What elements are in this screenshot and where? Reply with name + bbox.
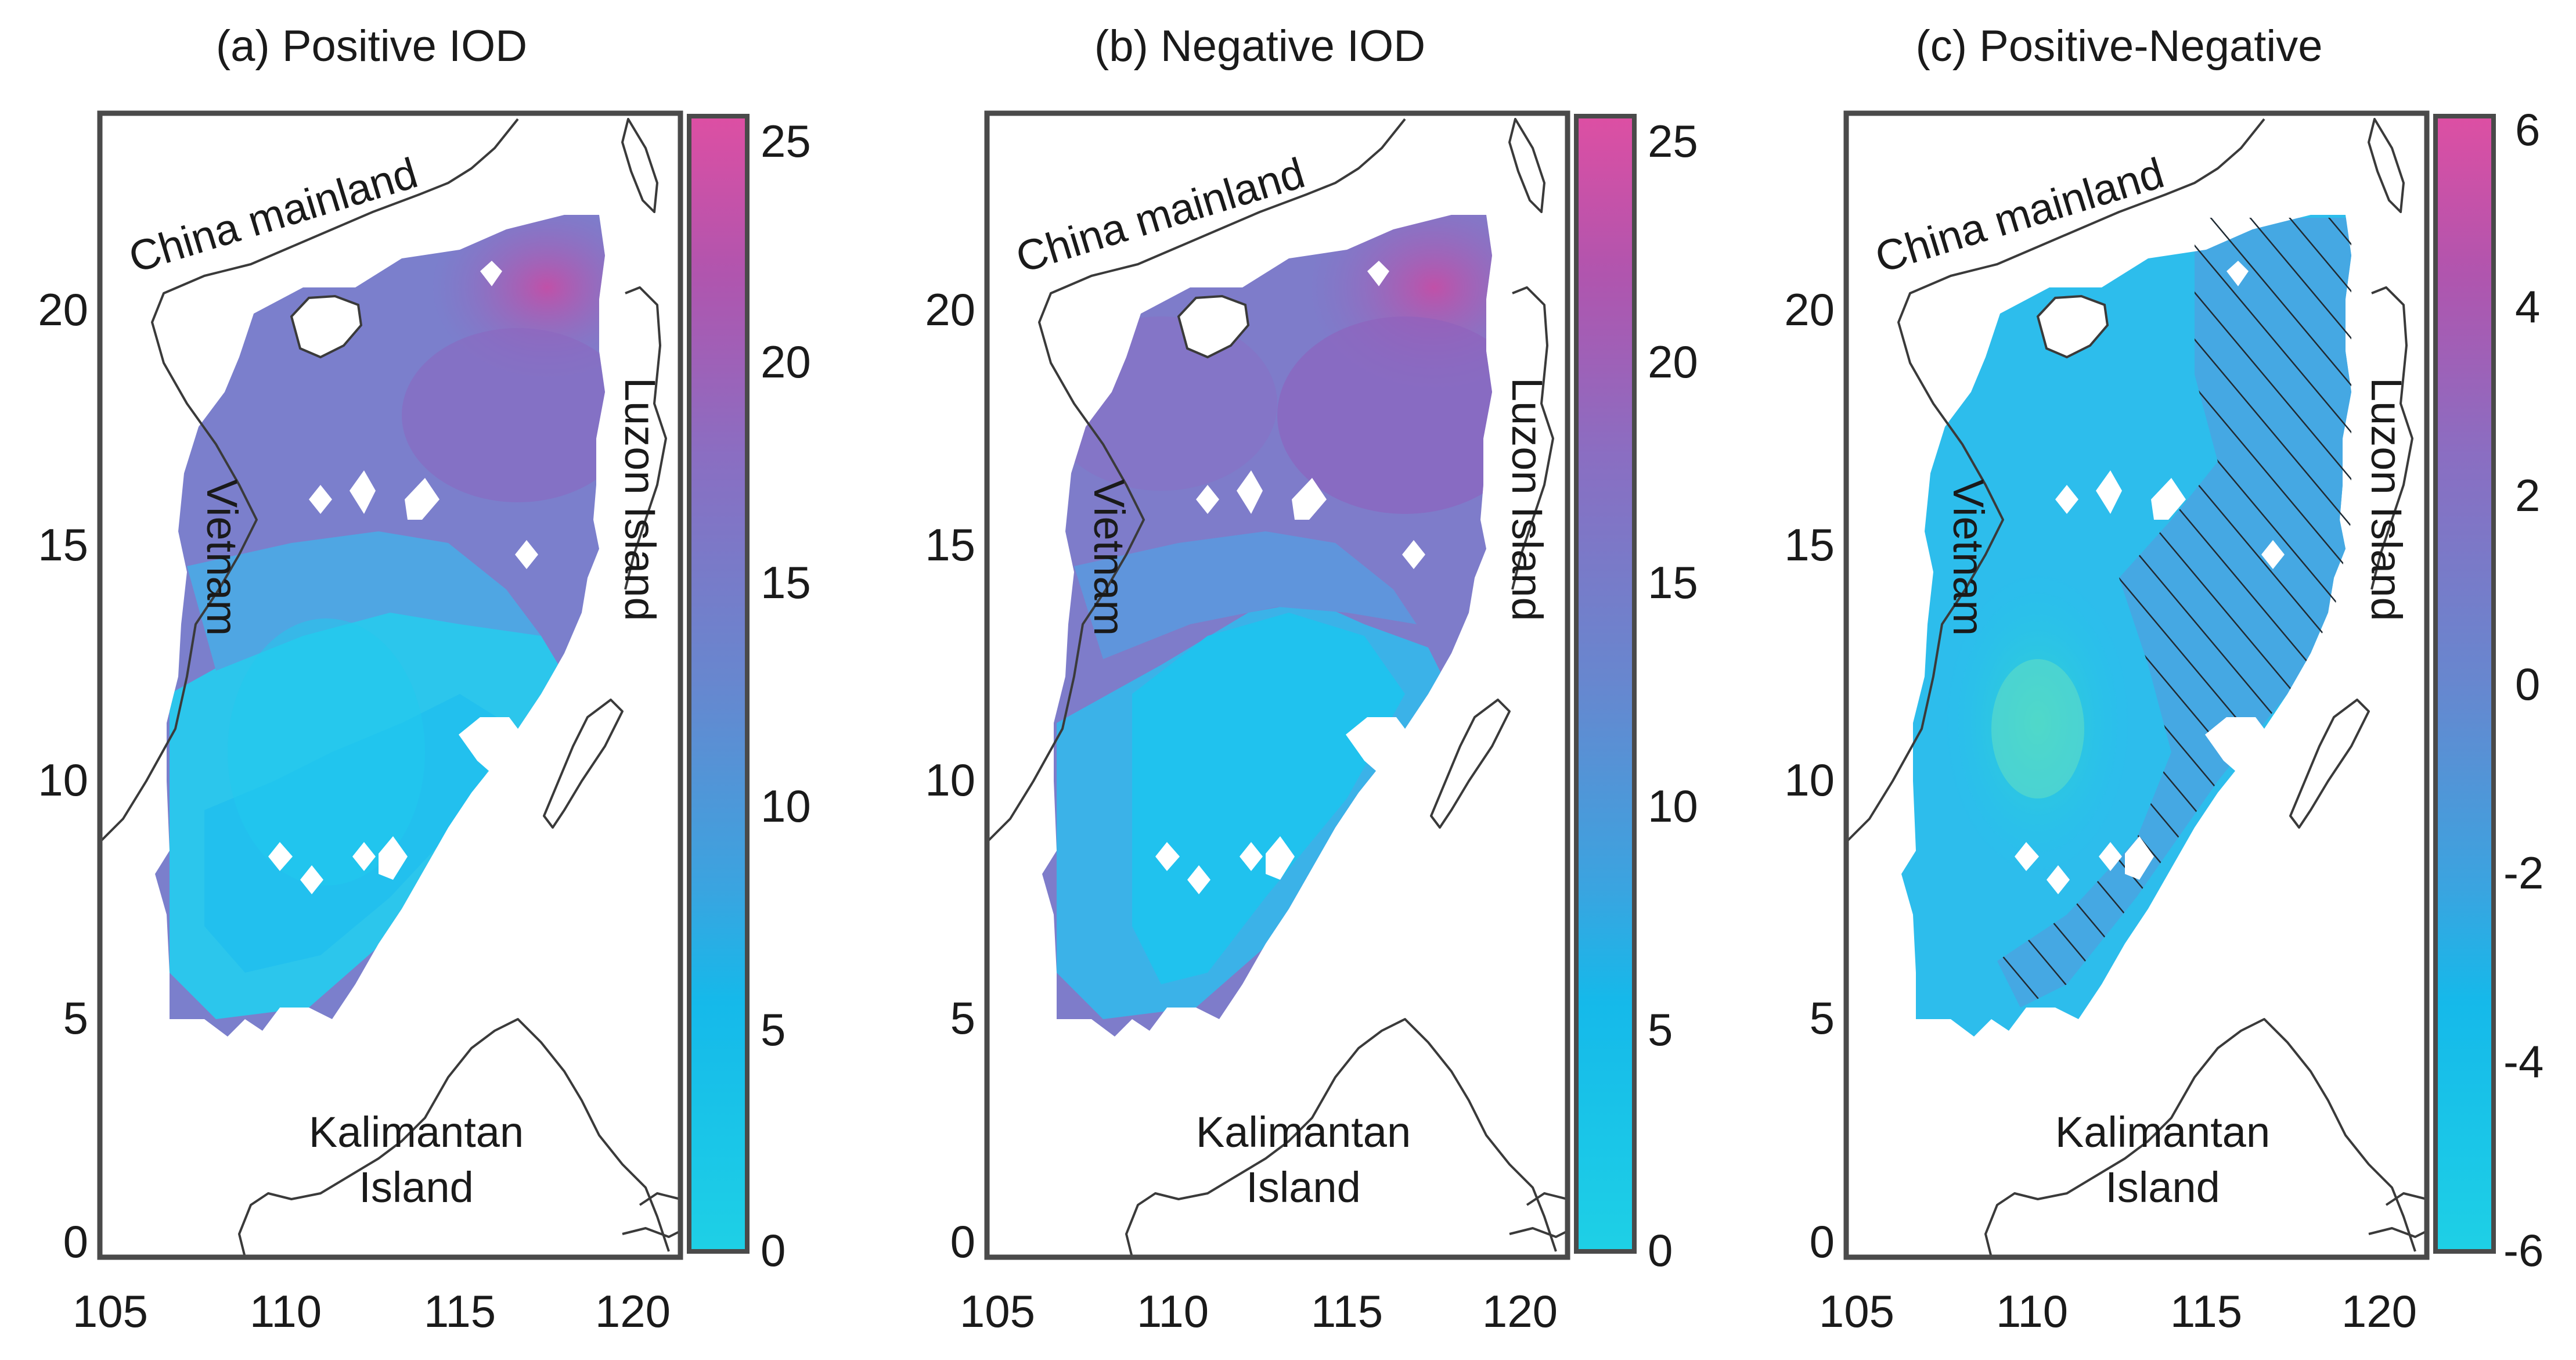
map-frame	[1843, 110, 2430, 1260]
colorbar-tick: 10	[761, 780, 811, 832]
y-tick: 15	[1784, 519, 1835, 570]
label-vietnam: Vietnam	[198, 479, 246, 636]
label-luzon-island: Luzon Island	[616, 377, 664, 621]
x-tick: 110	[250, 1286, 322, 1337]
colorbar: 0 5 10 15 20 25	[687, 114, 811, 1276]
label-kalimantan: Kalimantan	[2055, 1108, 2270, 1156]
label-luzon-island: Luzon Island	[2362, 377, 2411, 621]
colorbar-tick: -2	[2503, 847, 2543, 898]
colorbar-tick: 6	[2515, 104, 2540, 155]
x-tick: 115	[1311, 1286, 1383, 1337]
colorbar-tick: 20	[1648, 336, 1698, 387]
y-tick: 20	[1784, 284, 1835, 335]
colorbar-tick: 10	[1648, 780, 1698, 832]
x-tick: 120	[595, 1286, 671, 1337]
x-tick: 105	[960, 1286, 1035, 1337]
label-china-mainland: China mainland	[1869, 149, 2169, 282]
panel-title: (c) Positive-Negative	[1915, 21, 2322, 71]
y-tick: 5	[1810, 992, 1835, 1044]
colorbar-tick: 5	[1648, 1004, 1673, 1055]
label-island: Island	[1246, 1163, 1360, 1211]
y-tick: 15	[925, 519, 975, 570]
label-china-mainland: China mainland	[1010, 149, 1310, 282]
label-vietnam: Vietnam	[1944, 479, 1993, 636]
y-tick: 15	[38, 519, 88, 570]
x-tick: 120	[2341, 1286, 2417, 1337]
colorbar-tick: -4	[2503, 1036, 2543, 1087]
colorbar-tick: -6	[2503, 1225, 2543, 1276]
x-tick: 105	[73, 1286, 148, 1337]
panel-a: (a) Positive IOD China mainland Vietnam …	[38, 21, 811, 1337]
colorbar: -6 -4 -2 0 2 4 6	[2433, 104, 2543, 1276]
x-tick: 115	[424, 1286, 496, 1337]
y-tick: 20	[925, 284, 975, 335]
significance-hatching	[1997, 218, 2351, 1008]
x-tick: 110	[1137, 1286, 1209, 1337]
colorbar-tick: 2	[2515, 470, 2540, 521]
colorbar-tick: 25	[1648, 116, 1698, 167]
map-frame	[97, 110, 683, 1260]
label-vietnam: Vietnam	[1085, 479, 1133, 636]
colorbar-tick: 15	[761, 557, 811, 608]
y-tick: 10	[38, 754, 88, 805]
y-tick: 5	[950, 992, 975, 1044]
colorbar-tick: 0	[1648, 1225, 1673, 1276]
colorbar-tick: 0	[761, 1225, 786, 1276]
colorbar-tick: 15	[1648, 557, 1698, 608]
label-luzon-island: Luzon Island	[1503, 377, 1551, 621]
colorbar-tick: 25	[761, 116, 811, 167]
x-tick: 105	[1819, 1286, 1894, 1337]
label-island: Island	[2105, 1163, 2220, 1211]
x-tick: 115	[2170, 1286, 2242, 1337]
panel-c: (c) Positive-Negative China mainland Vie…	[1784, 21, 2543, 1337]
panel-b: (b) Negative IOD China mainland Vietnam …	[925, 21, 1698, 1337]
label-kalimantan: Kalimantan	[309, 1108, 524, 1156]
panel-title: (a) Positive IOD	[216, 21, 527, 71]
y-tick: 0	[1810, 1216, 1835, 1267]
y-tick: 10	[925, 754, 975, 805]
y-tick: 0	[950, 1216, 975, 1267]
label-kalimantan: Kalimantan	[1196, 1108, 1411, 1156]
x-tick: 110	[1996, 1286, 2068, 1337]
ocean-field	[1042, 215, 1492, 1037]
label-china-mainland: China mainland	[123, 149, 423, 282]
colorbar: 0 5 10 15 20 25	[1574, 114, 1698, 1276]
map-frame	[984, 110, 1570, 1260]
panel-title: (b) Negative IOD	[1094, 21, 1425, 71]
colorbar-tick: 0	[2515, 659, 2540, 710]
label-island: Island	[359, 1163, 473, 1211]
y-tick: 0	[63, 1216, 88, 1267]
y-tick: 20	[38, 284, 88, 335]
ocean-field	[155, 215, 605, 1037]
colorbar-tick: 5	[761, 1004, 786, 1055]
y-tick: 10	[1784, 754, 1835, 805]
x-tick: 120	[1482, 1286, 1558, 1337]
colorbar-tick: 4	[2515, 281, 2540, 332]
y-tick: 5	[63, 992, 88, 1044]
colorbar-tick: 20	[761, 336, 811, 387]
